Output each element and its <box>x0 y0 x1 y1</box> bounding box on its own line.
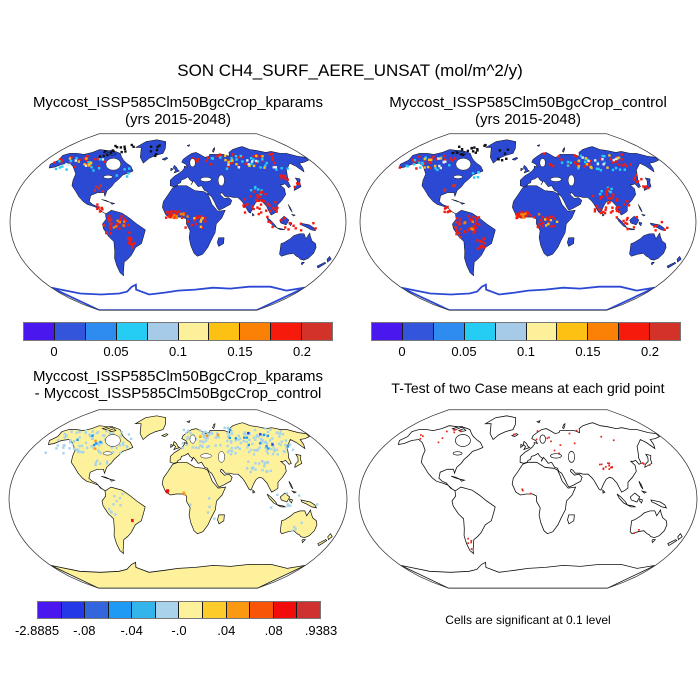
world-map-difference <box>8 409 348 589</box>
map-land-layer <box>397 415 683 589</box>
world-map-kparams <box>9 133 347 311</box>
colorbar-cell <box>203 602 227 618</box>
colorbar-tick-label: -.0 <box>171 623 187 638</box>
colorbar-cell <box>209 323 241 340</box>
colorbar-cell <box>179 602 204 618</box>
colorbar-tick-label: .04 <box>217 623 236 638</box>
colorbar-cell <box>271 323 303 340</box>
colorbar-tick-label: 0.2 <box>292 344 312 359</box>
world-map-ttest <box>358 409 698 589</box>
colorbar-tick-label: 0.15 <box>227 344 253 359</box>
colorbar-cell <box>54 323 86 340</box>
colorbar-cell <box>147 323 179 340</box>
panel-title-line: (yrs 2015-2048) <box>125 110 231 128</box>
colorbar-cell <box>619 323 651 340</box>
map-land-layer <box>398 139 682 311</box>
colorbar-cell <box>38 602 62 618</box>
colorbar-tick-label: 0.15 <box>575 344 601 359</box>
panel-title-line: Myccost_ISSP585Clm50BgcCrop_kparams <box>32 368 324 385</box>
colorbar-cell <box>495 323 527 340</box>
colorbar-cell <box>85 602 109 618</box>
panel-title-line: (yrs 2015-2048) <box>475 110 581 128</box>
colorbar-labels-top-left: 0 0.05 0.1 0.15 0.2 <box>23 344 333 360</box>
colorbar-top-right <box>371 322 681 341</box>
colorbar-tick-label: 0.1 <box>168 344 188 359</box>
map-land-layer <box>48 139 332 311</box>
colorbar-cell <box>273 602 298 618</box>
colorbar-bottom-left <box>37 601 321 619</box>
colorbar-tick-label: -2.8885 <box>14 623 60 638</box>
colorbar-cell <box>226 602 251 618</box>
panel-title-line: - Myccost_ISSP585Clm50BgcCrop_control <box>34 384 322 402</box>
colorbar-tick-label: 0.1 <box>516 344 536 359</box>
colorbar-cell <box>108 602 133 618</box>
panel-title-line: T-Test of two Case means at each grid po… <box>391 380 665 396</box>
colorbar-labels-top-right: 0 0.05 0.1 0.15 0.2 <box>371 344 681 360</box>
colorbar-cell <box>297 602 320 618</box>
colorbar-cell <box>116 323 148 340</box>
colorbar-labels-bottom-left: -2.8885 -.08 -.04 -.0 .04 .08 .9383 <box>15 623 337 639</box>
colorbar-tick-label: 0.05 <box>103 344 129 359</box>
colorbar-top-left <box>23 322 333 341</box>
colorbar-tick-label: 0 <box>398 344 406 359</box>
colorbar-tick-label: -.04 <box>120 623 143 638</box>
colorbar-cell <box>402 323 434 340</box>
colorbar-tick-label: .08 <box>264 623 283 638</box>
panel-title-line: Myccost_ISSP585Clm50BgcCrop_kparams <box>32 94 324 111</box>
colorbar-cell <box>178 323 210 340</box>
significance-caption: Cells are significant at 0.1 level <box>445 613 611 627</box>
colorbar-cell <box>302 323 333 340</box>
colorbar-cell <box>464 323 496 340</box>
colorbar-tick-label: -.08 <box>73 623 96 638</box>
panel-title-bottom-right: T-Test of two Case means at each grid po… <box>358 380 698 397</box>
map-land-layer <box>44 415 333 589</box>
colorbar-cell <box>250 602 274 618</box>
colorbar-cell <box>240 323 272 340</box>
colorbar-tick-label: .9383 <box>304 623 338 638</box>
colorbar-cell <box>557 323 589 340</box>
colorbar-cell <box>132 602 156 618</box>
colorbar-cell <box>588 323 620 340</box>
world-map-control <box>359 133 697 311</box>
colorbar-cell <box>526 323 558 340</box>
colorbar-cell <box>61 602 86 618</box>
colorbar-cell <box>24 323 55 340</box>
colorbar-cell <box>433 323 465 340</box>
colorbar-cell <box>85 323 117 340</box>
colorbar-cell <box>155 602 180 618</box>
figure-title: SON CH4_SURF_AERE_UNSAT (mol/m^2/y) <box>177 61 523 80</box>
panel-title-line: Myccost_ISSP585Clm50BgcCrop_control <box>389 94 667 111</box>
colorbar-tick-label: 0.05 <box>451 344 477 359</box>
panel-title-top-right: Myccost_ISSP585Clm50BgcCrop_control (yrs… <box>358 94 698 128</box>
colorbar-tick-label: 0.2 <box>640 344 660 359</box>
panel-title-bottom-left: Myccost_ISSP585Clm50BgcCrop_kparams - My… <box>8 368 348 402</box>
colorbar-tick-label: 0 <box>50 344 58 359</box>
colorbar-cell <box>650 323 681 340</box>
panel-title-top-left: Myccost_ISSP585Clm50BgcCrop_kparams (yrs… <box>8 94 348 128</box>
colorbar-cell <box>372 323 403 340</box>
